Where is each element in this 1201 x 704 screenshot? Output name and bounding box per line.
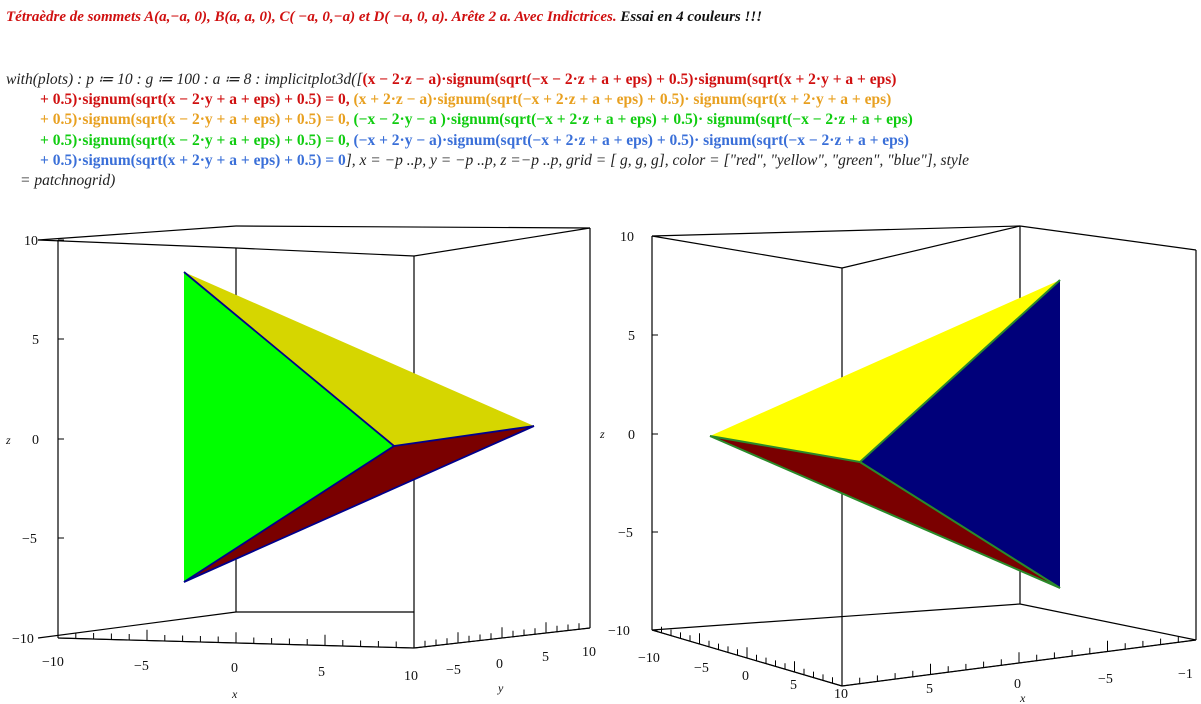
right-front-tick-minus10: −10 — [638, 651, 660, 666]
left-z-tick-minus5: −5 — [22, 532, 37, 547]
right-front-tick-0: 0 — [742, 669, 749, 684]
right-side-tick-5: 5 — [926, 682, 933, 697]
left-z-axis — [58, 239, 64, 639]
code-red-1: (x − 2·z − a)·signum(sqrt(−x − 2·z + a +… — [362, 71, 897, 88]
right-z-label: z — [599, 427, 605, 441]
code-blue-2: + 0.5)·signum(sqrt(x + 2·y + a + eps) + … — [40, 151, 346, 169]
left-x-axis — [57, 627, 415, 649]
code-line-3: + 0.5)·signum(sqrt(x − 2·y + a + eps) + … — [6, 110, 1198, 130]
code-line-4: + 0.5)·signum(sqrt(x − 2·y + a + eps) + … — [6, 131, 1198, 151]
left-z-label: z — [5, 433, 11, 447]
left-y-tick-0: 0 — [496, 657, 503, 672]
right-front-tick-minus5: −5 — [694, 661, 709, 676]
right-front-tick-5: 5 — [790, 678, 797, 693]
left-green-face — [184, 272, 394, 582]
right-blue-face — [860, 280, 1060, 588]
left-x-tick-5: 5 — [318, 665, 325, 680]
left-z-tick-0: 0 — [32, 433, 39, 448]
code-line-6: = patchnogrid) — [6, 171, 1198, 191]
code-line-1: with(plots) : p ≔ 10 : g ≔ 100 : a ≔ 8 :… — [6, 70, 1198, 90]
maple-command: with(plots) : p ≔ 10 : g ≔ 100 : a ≔ 8 :… — [6, 70, 1198, 191]
left-z-tick-5: 5 — [32, 333, 39, 348]
code-green-2: + 0.5)·signum(sqrt(x − 2·y + a + eps) + … — [40, 131, 350, 149]
right-z-tick-minus10: −10 — [608, 624, 630, 639]
right-side-tick-minus5: −5 — [1098, 672, 1113, 687]
left-x-tick-minus10: −10 — [42, 655, 64, 670]
right-side-label: x — [1019, 691, 1026, 704]
code-close: = patchnogrid) — [20, 171, 116, 189]
left-3d-plot[interactable]: 10 5 0 −5 −10 z −10 −5 0 5 10 x −5 0 5 1… — [5, 225, 596, 701]
code-line-2: + 0.5)·signum(sqrt(x − 2·y + a + eps) + … — [6, 90, 1198, 110]
title-edge: D( −a, 0, a). Arête 2 a. Avec Indictrice… — [373, 9, 617, 25]
code-red-2: + 0.5)·signum(sqrt(x − 2·y + a + eps) + … — [40, 91, 350, 109]
right-side-tick-minus10: −1 — [1178, 667, 1193, 682]
right-front-axis — [651, 619, 843, 687]
left-x-tick-10: 10 — [404, 669, 418, 684]
left-y-tick-5: 5 — [542, 650, 549, 665]
page-title: Tétraèdre de sommets A(a,−a, 0), B(a, a,… — [6, 9, 762, 26]
right-side-axis — [841, 629, 1197, 687]
code-green-1: (−x − 2·y − a )·signum(sqrt(−x + 2·z + a… — [349, 111, 913, 129]
left-y-label: y — [497, 681, 504, 695]
right-z-tick-5: 5 — [628, 329, 635, 344]
code-prefix: with(plots) : p ≔ 10 : g ≔ 100 : a ≔ 8 :… — [6, 71, 363, 88]
left-yellow-face — [184, 272, 534, 446]
title-and: et — [355, 9, 374, 25]
code-options: ], x = −p ..p, y = −p ..p, z =−p ..p, gr… — [345, 151, 969, 169]
left-x-label: x — [231, 687, 238, 701]
title-trial: Essai en 4 couleurs !!! — [616, 9, 763, 25]
left-y-tick-10: 10 — [582, 645, 596, 660]
right-edges — [709, 279, 1061, 589]
left-x-tick-minus5: −5 — [134, 659, 149, 674]
code-blue-1: (−x + 2·y − a)·signum(sqrt(−x + 2·z + a … — [349, 131, 909, 149]
right-z-tick-10: 10 — [620, 230, 634, 245]
right-z-axis — [652, 235, 658, 631]
right-z-tick-0: 0 — [628, 428, 635, 443]
title-vertices: Tétraèdre de sommets A(a,−a, 0), B(a, a,… — [6, 9, 356, 25]
left-z-tick-minus10: −10 — [12, 632, 34, 647]
code-orange-2: + 0.5)·signum(sqrt(x − 2·y + a + eps) + … — [40, 111, 350, 129]
left-z-tick-10: 10 — [24, 234, 38, 249]
left-x-tick-0: 0 — [231, 661, 238, 676]
right-side-tick-0: 0 — [1014, 677, 1021, 692]
right-yellow-face — [710, 280, 1060, 462]
code-line-5: + 0.5)·signum(sqrt(x + 2·y + a + eps) + … — [6, 151, 1198, 171]
right-z-tick-minus5: −5 — [618, 526, 633, 541]
right-front-tick-10: 10 — [834, 687, 848, 702]
left-y-tick-minus5: −5 — [446, 663, 461, 678]
left-edges — [183, 271, 535, 583]
code-orange-1: (x + 2·z − a)·signum(sqrt(−x + 2·z + a +… — [349, 91, 892, 109]
right-3d-plot[interactable]: 10 5 0 −5 −10 z −10 −5 0 5 10 5 0 −5 −1 … — [599, 225, 1197, 704]
left-y-axis — [413, 617, 591, 649]
